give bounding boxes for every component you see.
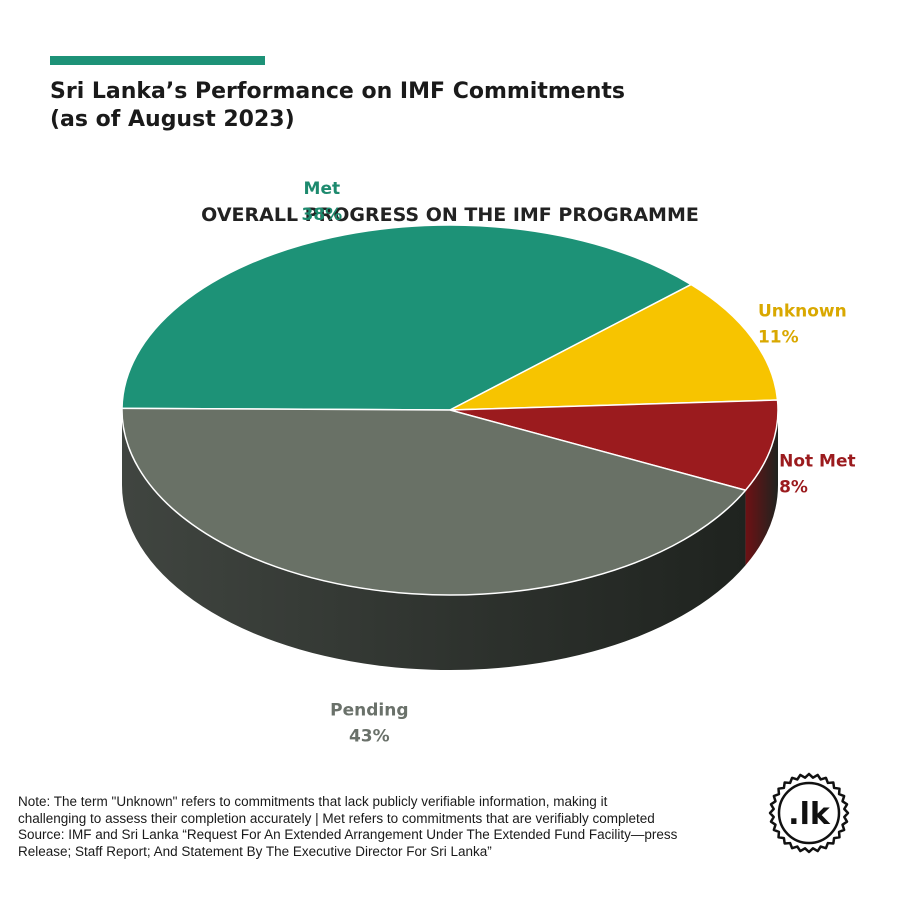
gear-outline-icon: [768, 772, 850, 854]
logo-text: .lk: [788, 797, 831, 832]
chart-title: OVERALL PROGRESS ON THE IMF PROGRAMME: [201, 204, 699, 226]
slice-value-unknown: 11%: [758, 327, 799, 347]
footnote: Note: The term "Unknown" refers to commi…: [18, 794, 678, 860]
footnote-note: Note: The term "Unknown" refers to commi…: [18, 794, 655, 826]
slice-label-met: Met: [304, 179, 341, 199]
slice-value-not-met: 8%: [779, 478, 808, 498]
pie-labels: Met 38% Unknown 11% Not Met 8% Pending 43%: [301, 179, 855, 747]
slice-side-pending: [121, 410, 746, 670]
slice-not-met: [449, 399, 779, 491]
slice-pending: [121, 407, 747, 596]
lk-logo: .lk: [768, 772, 850, 854]
slice-side-not-met: [745, 410, 779, 566]
slice-label-unknown: Unknown: [758, 301, 847, 321]
pie-chart: OVERALL PROGRESS ON THE IMF PROGRAMME Me…: [121, 179, 856, 747]
page-title-line-2: (as of August 2023): [50, 107, 295, 132]
pie-tops: [121, 224, 779, 596]
slice-unknown: [449, 283, 779, 411]
slice-label-pending: Pending: [330, 701, 408, 721]
page-title-line-1: Sri Lanka’s Performance on IMF Commitmen…: [50, 79, 625, 104]
accent-bar: [50, 56, 265, 65]
slice-value-pending: 43%: [349, 727, 390, 747]
slice-met: [121, 224, 692, 411]
pie-sides: [121, 410, 779, 670]
page-title: Sri Lanka’s Performance on IMF Commitmen…: [50, 78, 750, 134]
slice-label-not-met: Not Met: [779, 452, 856, 472]
slice-value-met: 38%: [301, 205, 342, 225]
footnote-source: Source: IMF and Sri Lanka “Request For A…: [18, 827, 678, 859]
